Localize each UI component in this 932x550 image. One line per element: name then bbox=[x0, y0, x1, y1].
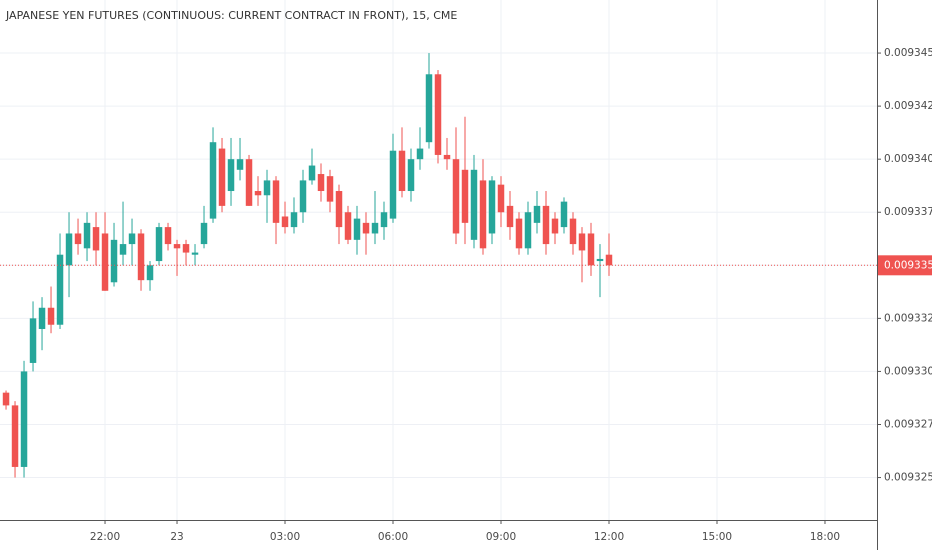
candle-body bbox=[182, 244, 190, 253]
candle-body bbox=[290, 212, 298, 228]
candle-body bbox=[101, 233, 109, 291]
candle-body bbox=[335, 191, 343, 228]
candle-body bbox=[47, 307, 55, 325]
candle-body bbox=[524, 212, 532, 249]
x-tick-label: 09:00 bbox=[486, 531, 516, 543]
y-tick-label: 0.0093375 bbox=[884, 206, 932, 218]
candle-body bbox=[389, 150, 397, 219]
x-tick-label: 06:00 bbox=[378, 531, 408, 543]
candle-body bbox=[191, 252, 199, 255]
candle-body bbox=[74, 233, 82, 245]
candle-body bbox=[155, 227, 163, 262]
candle-body bbox=[551, 218, 559, 234]
y-tick-label: 0.0093425 bbox=[884, 100, 932, 112]
y-tick-label: 0.0093450 bbox=[884, 47, 932, 59]
candle-body bbox=[533, 205, 541, 223]
x-tick-label: 18:00 bbox=[810, 531, 840, 543]
candle-body bbox=[425, 74, 433, 143]
candle-body bbox=[452, 159, 460, 234]
candle-body bbox=[407, 159, 415, 192]
candle-body bbox=[371, 222, 379, 234]
candle-body bbox=[119, 244, 127, 255]
candle-body bbox=[38, 307, 46, 329]
candle-body bbox=[461, 169, 469, 223]
candle-body bbox=[83, 222, 91, 249]
x-tick-label: 12:00 bbox=[594, 531, 624, 543]
x-tick-label: 23 bbox=[170, 531, 183, 543]
candle-body bbox=[236, 159, 244, 170]
candle-body bbox=[560, 201, 568, 228]
candle-body bbox=[245, 159, 253, 206]
last-price-marker bbox=[878, 255, 932, 276]
candle-body bbox=[362, 222, 370, 234]
candle-body bbox=[2, 392, 10, 406]
x-tick-label: 15:00 bbox=[702, 531, 732, 543]
candle-body bbox=[56, 254, 64, 325]
candle-body bbox=[578, 233, 586, 251]
candle-body bbox=[434, 74, 442, 155]
candle-body bbox=[515, 218, 523, 249]
candle-body bbox=[164, 227, 172, 245]
candle-body bbox=[506, 205, 514, 228]
candle-body bbox=[416, 148, 424, 160]
candle-body bbox=[128, 233, 136, 245]
candle-body bbox=[92, 227, 100, 251]
candle-body bbox=[488, 180, 496, 234]
candle-body bbox=[587, 233, 595, 266]
last-price-label: 0.0093350 bbox=[884, 259, 932, 271]
candle-body bbox=[218, 148, 226, 206]
candle-body bbox=[470, 169, 478, 240]
candle-body bbox=[479, 180, 487, 249]
chart-title: JAPANESE YEN FUTURES (CONTINUOUS: CURREN… bbox=[5, 9, 457, 22]
candle-body bbox=[146, 265, 154, 281]
candle-body bbox=[254, 191, 262, 196]
x-tick-label: 03:00 bbox=[270, 531, 300, 543]
candle-body bbox=[65, 233, 73, 266]
candle-body bbox=[281, 216, 289, 228]
candle-body bbox=[272, 180, 280, 223]
candle-body bbox=[596, 258, 604, 262]
candle-body bbox=[542, 205, 550, 245]
candle-body bbox=[137, 233, 145, 281]
candle-body bbox=[380, 212, 388, 228]
candle-body bbox=[11, 405, 19, 467]
candle-body bbox=[317, 174, 325, 192]
candle-body bbox=[227, 159, 235, 192]
candle-body bbox=[569, 218, 577, 245]
x-tick-label: 22:00 bbox=[90, 531, 120, 543]
y-tick-label: 0.0093275 bbox=[884, 418, 932, 430]
candle-body bbox=[344, 212, 352, 240]
candle-body bbox=[29, 318, 37, 363]
candle-body bbox=[326, 176, 334, 202]
candle-body bbox=[353, 218, 361, 240]
candle-body bbox=[308, 165, 316, 181]
candle-body bbox=[173, 244, 181, 249]
candle-body bbox=[605, 254, 613, 266]
y-tick-label: 0.0093325 bbox=[884, 312, 932, 324]
candle-body bbox=[443, 154, 451, 160]
candle-body bbox=[209, 142, 217, 219]
candle-body bbox=[20, 371, 28, 467]
candle-body bbox=[497, 184, 505, 213]
candle-body bbox=[398, 150, 406, 192]
candle-body bbox=[200, 222, 208, 245]
candle-body bbox=[263, 180, 271, 196]
candle-body bbox=[110, 239, 118, 283]
candle-body bbox=[299, 180, 307, 213]
